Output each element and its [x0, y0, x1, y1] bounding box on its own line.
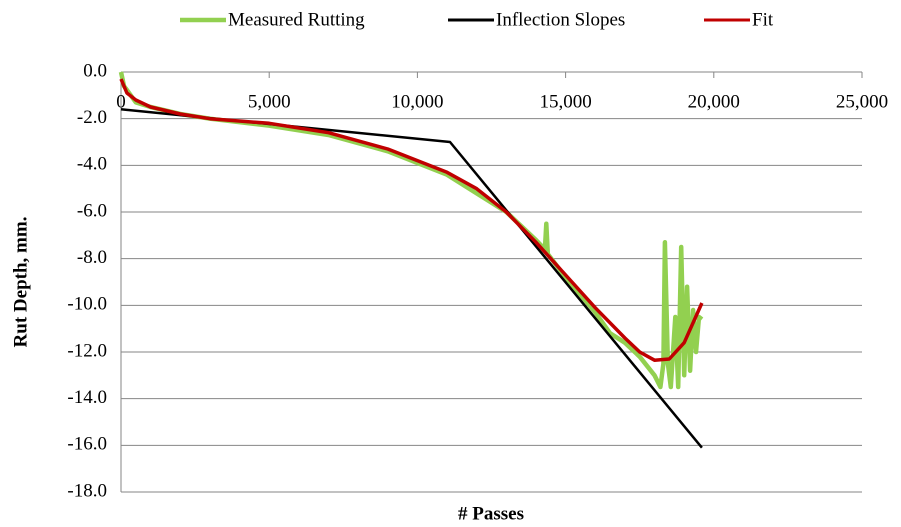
y-tick-label: -16.0 — [67, 434, 107, 455]
y-tick-label: -6.0 — [77, 200, 107, 221]
y-tick-label: -4.0 — [77, 154, 107, 175]
y-tick-label: 0.0 — [83, 60, 107, 81]
legend-label: Fit — [752, 9, 774, 30]
x-tick-label: 10,000 — [391, 91, 443, 112]
legend-label: Measured Rutting — [228, 9, 365, 30]
y-tick-label: -12.0 — [67, 340, 107, 361]
x-tick-label: 15,000 — [539, 91, 591, 112]
x-tick-label: 20,000 — [688, 91, 740, 112]
x-tick-label: 0 — [116, 91, 126, 112]
y-axis-title: Rut Depth, mm. — [10, 217, 31, 348]
y-tick-label: -10.0 — [67, 294, 107, 315]
data-line — [118, 71, 704, 390]
data-line — [119, 78, 704, 362]
x-axis-title: # Passes — [458, 503, 524, 524]
x-tick-label: 25,000 — [836, 91, 888, 112]
y-tick-label: -18.0 — [67, 480, 107, 501]
y-tick-label: -14.0 — [67, 387, 107, 408]
y-tick-label: -2.0 — [77, 107, 107, 128]
x-tick-label: 5,000 — [248, 91, 291, 112]
y-tick-label: -8.0 — [77, 247, 107, 268]
legend-label: Inflection Slopes — [496, 9, 625, 30]
